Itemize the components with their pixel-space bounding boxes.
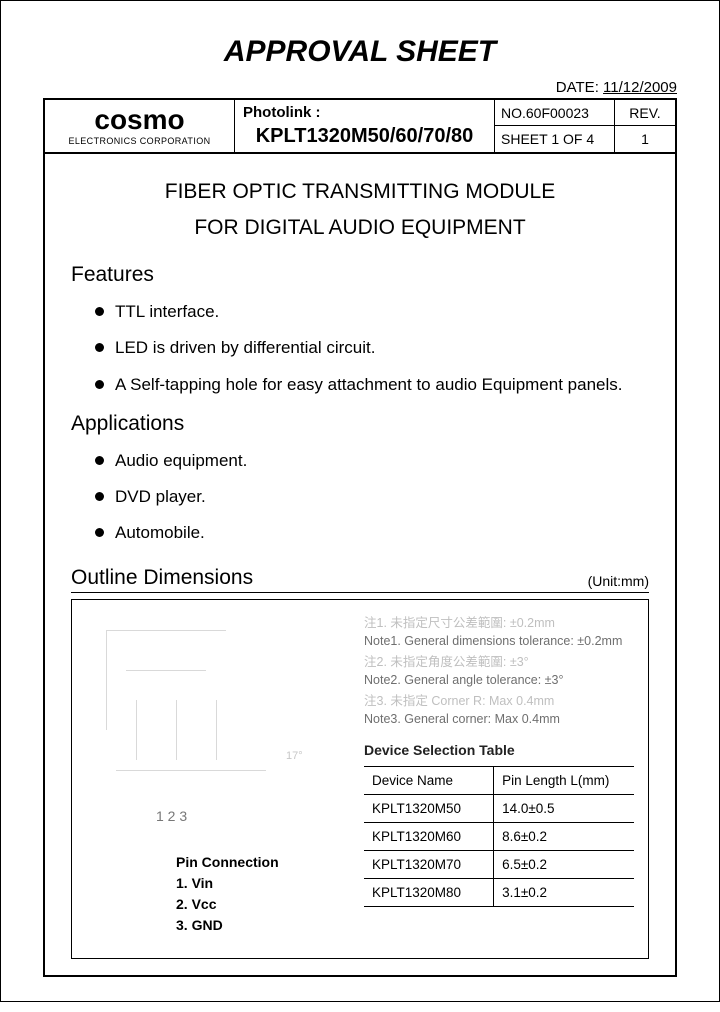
cell-length: 14.0±0.5 xyxy=(494,794,634,822)
col-pin-length: Pin Length L(mm) xyxy=(494,766,634,794)
feature-item: TTL interface. xyxy=(95,301,649,323)
date-value: 11/12/2009 xyxy=(603,79,677,96)
pin-conn-item: 2. Vcc xyxy=(176,894,279,915)
content-area: FIBER OPTIC TRANSMITTING MODULE FOR DIGI… xyxy=(45,154,675,975)
pin-conn-item: 3. GND xyxy=(176,915,279,936)
pin-conn-item: 1. Vin xyxy=(176,873,279,894)
note-cn: 注2. 未指定角度公差範圍: ±3° xyxy=(364,655,634,671)
note-en: Note2. General angle tolerance: ±3° xyxy=(364,673,634,689)
date-label: DATE: xyxy=(556,79,599,96)
sketch-mark xyxy=(106,630,107,730)
applications-list: Audio equipment. DVD player. Automobile. xyxy=(71,450,649,544)
sketch-mark xyxy=(136,700,137,760)
sketch-mark xyxy=(106,630,226,631)
brand-sub: ELECTRONICS CORPORATION xyxy=(53,136,226,146)
table-header-row: Device Name Pin Length L(mm) xyxy=(364,766,634,794)
module-title-l2: FOR DIGITAL AUDIO EQUIPMENT xyxy=(71,210,649,246)
col-device-name: Device Name xyxy=(364,766,494,794)
sketch-mark xyxy=(216,700,217,760)
sketch-mark xyxy=(126,670,206,671)
table-row: KPLT1320M80 3.1±0.2 xyxy=(364,878,634,906)
sheet-of: SHEET 1 OF 4 xyxy=(495,126,614,152)
note-cn: 注1. 未指定尺寸公差範圍: ±0.2mm xyxy=(364,616,634,632)
feature-item: LED is driven by differential circuit. xyxy=(95,337,649,359)
cell-device: KPLT1320M70 xyxy=(364,850,494,878)
drawing-area: 17° 1 2 3 Pin Connection 1. Vin 2. Vcc 3… xyxy=(86,610,356,944)
cell-length: 6.5±0.2 xyxy=(494,850,634,878)
part-number: KPLT1320M50/60/70/80 xyxy=(243,125,486,148)
partno-cell: Photolink : KPLT1320M50/60/70/80 xyxy=(235,100,495,152)
outline-box: 17° 1 2 3 Pin Connection 1. Vin 2. Vcc 3… xyxy=(71,599,649,959)
cell-length: 3.1±0.2 xyxy=(494,878,634,906)
pin-connection: Pin Connection 1. Vin 2. Vcc 3. GND xyxy=(176,852,279,936)
module-title: FIBER OPTIC TRANSMITTING MODULE FOR DIGI… xyxy=(71,174,649,245)
brand-cell: cosmo ELECTRONICS CORPORATION xyxy=(45,100,235,152)
pin-conn-title: Pin Connection xyxy=(176,852,279,873)
cell-device: KPLT1320M60 xyxy=(364,822,494,850)
feature-item: A Self-tapping hole for easy attachment … xyxy=(95,374,649,396)
doc-no: NO.60F00023 xyxy=(495,100,614,126)
rev-value: 1 xyxy=(615,126,675,152)
docno-cell: NO.60F00023 SHEET 1 OF 4 xyxy=(495,100,615,152)
note-cn: 注3. 未指定 Corner R: Max 0.4mm xyxy=(364,694,634,710)
document-box: cosmo ELECTRONICS CORPORATION Photolink … xyxy=(43,98,677,977)
rev-cell: REV. 1 xyxy=(615,100,675,152)
applications-heading: Applications xyxy=(71,412,649,436)
cell-length: 8.6±0.2 xyxy=(494,822,634,850)
rev-label: REV. xyxy=(615,100,675,126)
brand-name: cosmo xyxy=(53,106,226,134)
cell-device: KPLT1320M50 xyxy=(364,794,494,822)
sketch-label: 17° xyxy=(286,750,303,762)
cell-device: KPLT1320M80 xyxy=(364,878,494,906)
application-item: DVD player. xyxy=(95,486,649,508)
unit-label: (Unit:mm) xyxy=(588,573,649,592)
outline-row: Outline Dimensions (Unit:mm) xyxy=(71,560,649,593)
device-selection-table: Device Name Pin Length L(mm) KPLT1320M50… xyxy=(364,766,634,907)
module-title-l1: FIBER OPTIC TRANSMITTING MODULE xyxy=(71,174,649,210)
application-item: Automobile. xyxy=(95,522,649,544)
sketch-mark xyxy=(176,700,177,760)
date-line: DATE: 11/12/2009 xyxy=(43,79,677,96)
notes-block: 注1. 未指定尺寸公差範圍: ±0.2mm Note1. General dim… xyxy=(364,616,634,728)
notes-and-table: 注1. 未指定尺寸公差範圍: ±0.2mm Note1. General dim… xyxy=(364,610,634,944)
features-heading: Features xyxy=(71,263,649,287)
outline-heading: Outline Dimensions xyxy=(71,566,253,590)
page-frame: APPROVAL SHEET DATE: 11/12/2009 cosmo EL… xyxy=(0,0,720,1002)
table-row: KPLT1320M50 14.0±0.5 xyxy=(364,794,634,822)
device-selection-title: Device Selection Table xyxy=(364,742,634,758)
approval-sheet-title: APPROVAL SHEET xyxy=(43,35,677,69)
note-en: Note3. General corner: Max 0.4mm xyxy=(364,712,634,728)
features-list: TTL interface. LED is driven by differen… xyxy=(71,301,649,395)
pin-numbers: 1 2 3 xyxy=(156,808,187,824)
application-item: Audio equipment. xyxy=(95,450,649,472)
table-row: KPLT1320M60 8.6±0.2 xyxy=(364,822,634,850)
note-en: Note1. General dimensions tolerance: ±0.… xyxy=(364,634,634,650)
table-row: KPLT1320M70 6.5±0.2 xyxy=(364,850,634,878)
photolink-label: Photolink : xyxy=(243,104,486,121)
header-grid: cosmo ELECTRONICS CORPORATION Photolink … xyxy=(45,100,675,154)
sketch-mark xyxy=(116,770,266,771)
